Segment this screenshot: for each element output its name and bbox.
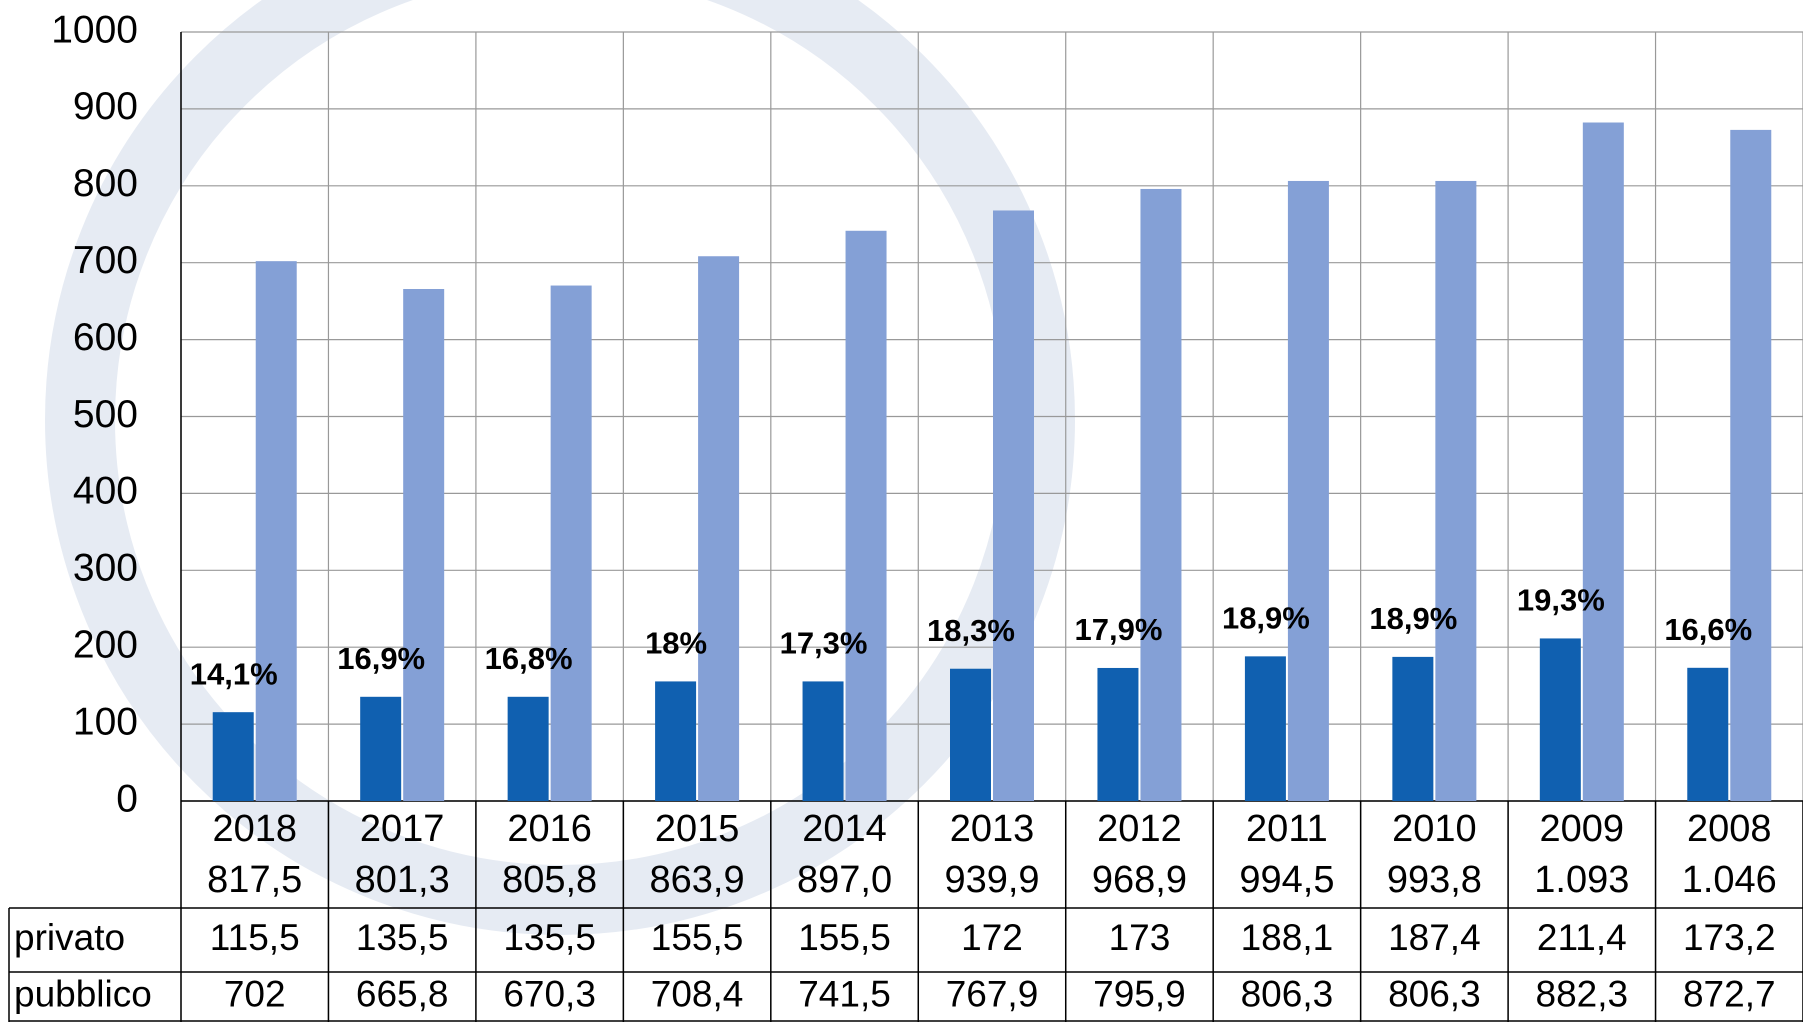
bar <box>698 256 740 802</box>
bar <box>403 288 445 802</box>
total-label: 939,9 <box>944 859 1039 901</box>
annotation: 18,9% <box>1369 601 1457 636</box>
y-tick-label: 400 <box>73 470 138 513</box>
watermark <box>45 0 1075 935</box>
x-tick-label: 2011 <box>1246 808 1328 850</box>
y-tick-label: 300 <box>73 547 138 590</box>
table-value: 187,4 <box>1388 917 1481 958</box>
bar <box>1582 122 1624 802</box>
table-value: 741,5 <box>798 973 891 1014</box>
y-tick-label: 100 <box>73 700 138 743</box>
table-value: 115,5 <box>210 917 300 958</box>
table-value: 708,4 <box>651 973 744 1014</box>
bar <box>1435 180 1477 801</box>
x-tick-label: 2010 <box>1392 808 1477 850</box>
table-value: 155,5 <box>651 917 744 958</box>
annotation: 18% <box>645 626 707 661</box>
table-value: 173 <box>1109 917 1171 958</box>
bar <box>655 681 697 801</box>
x-tick-label: 2012 <box>1097 808 1182 850</box>
bar <box>255 261 297 801</box>
total-label: 801,3 <box>355 859 450 901</box>
annotation: 16,6% <box>1664 612 1752 647</box>
x-tick-label: 2017 <box>360 808 445 850</box>
bar <box>1539 638 1581 801</box>
bar <box>550 285 592 801</box>
x-tick-label: 2016 <box>507 808 592 850</box>
annotation: 16,9% <box>337 641 425 676</box>
bar <box>507 696 549 801</box>
bar <box>1097 667 1139 801</box>
total-label: 968,9 <box>1092 859 1187 901</box>
annotation: 19,3% <box>1517 583 1605 618</box>
x-tick-label: 2015 <box>655 808 740 850</box>
bar <box>360 696 402 801</box>
annotation: 16,8% <box>485 641 573 676</box>
table-value: 702 <box>224 973 286 1014</box>
y-tick-label: 500 <box>73 393 138 436</box>
table-value: 172 <box>961 917 1023 958</box>
y-tick-label: 800 <box>73 162 138 205</box>
table-value: 872,7 <box>1683 973 1776 1014</box>
bar <box>1687 667 1729 801</box>
bar <box>1140 188 1182 802</box>
total-label: 1.093 <box>1534 859 1629 901</box>
total-label: 863,9 <box>650 859 745 901</box>
annotation: 17,9% <box>1075 612 1163 647</box>
bar <box>950 668 991 801</box>
y-tick-label: 1000 <box>51 8 138 51</box>
table-value: 806,3 <box>1388 973 1481 1014</box>
bar <box>1730 129 1772 802</box>
table-value: 806,3 <box>1241 973 1334 1014</box>
table-value: 211,4 <box>1537 917 1627 958</box>
table-value: 135,5 <box>356 917 449 958</box>
annotation: 18,3% <box>927 613 1015 648</box>
total-label: 817,5 <box>207 859 302 901</box>
table-value: 882,3 <box>1536 973 1629 1014</box>
table-value: 670,3 <box>503 973 596 1014</box>
bar <box>1392 656 1434 801</box>
row-label: pubblico <box>14 973 152 1014</box>
x-tick-label: 2008 <box>1687 808 1772 850</box>
x-tick-label: 2014 <box>802 808 887 850</box>
bar <box>802 681 844 801</box>
total-label: 897,0 <box>797 859 892 901</box>
y-tick-label: 0 <box>116 777 138 820</box>
y-tick-label: 700 <box>73 239 138 282</box>
table-value: 665,8 <box>356 973 449 1014</box>
table-value: 795,9 <box>1093 973 1186 1014</box>
table-value: 767,9 <box>946 973 1039 1014</box>
annotation: 14,1% <box>190 656 278 691</box>
x-tick-label: 2009 <box>1540 808 1625 850</box>
bar <box>212 712 254 801</box>
annotation: 18,9% <box>1222 601 1310 636</box>
total-label: 805,8 <box>502 859 597 901</box>
x-tick-label: 2018 <box>212 808 297 850</box>
annotation: 17,3% <box>780 626 868 661</box>
y-tick-label: 600 <box>73 316 138 359</box>
total-label: 994,5 <box>1239 859 1334 901</box>
x-tick-label: 2013 <box>950 808 1035 850</box>
bar <box>1244 656 1286 801</box>
table-value: 155,5 <box>798 917 891 958</box>
bar <box>1287 180 1329 801</box>
row-label: privato <box>14 917 125 958</box>
y-tick-label: 900 <box>73 85 138 128</box>
table-value: 173,2 <box>1683 917 1776 958</box>
y-tick-label: 200 <box>73 623 138 666</box>
total-label: 993,8 <box>1387 859 1482 901</box>
bar <box>845 230 887 801</box>
table-value: 135,5 <box>503 917 596 958</box>
total-label: 1.046 <box>1682 859 1777 901</box>
bar <box>993 210 1034 802</box>
table-value: 188,1 <box>1241 917 1334 958</box>
